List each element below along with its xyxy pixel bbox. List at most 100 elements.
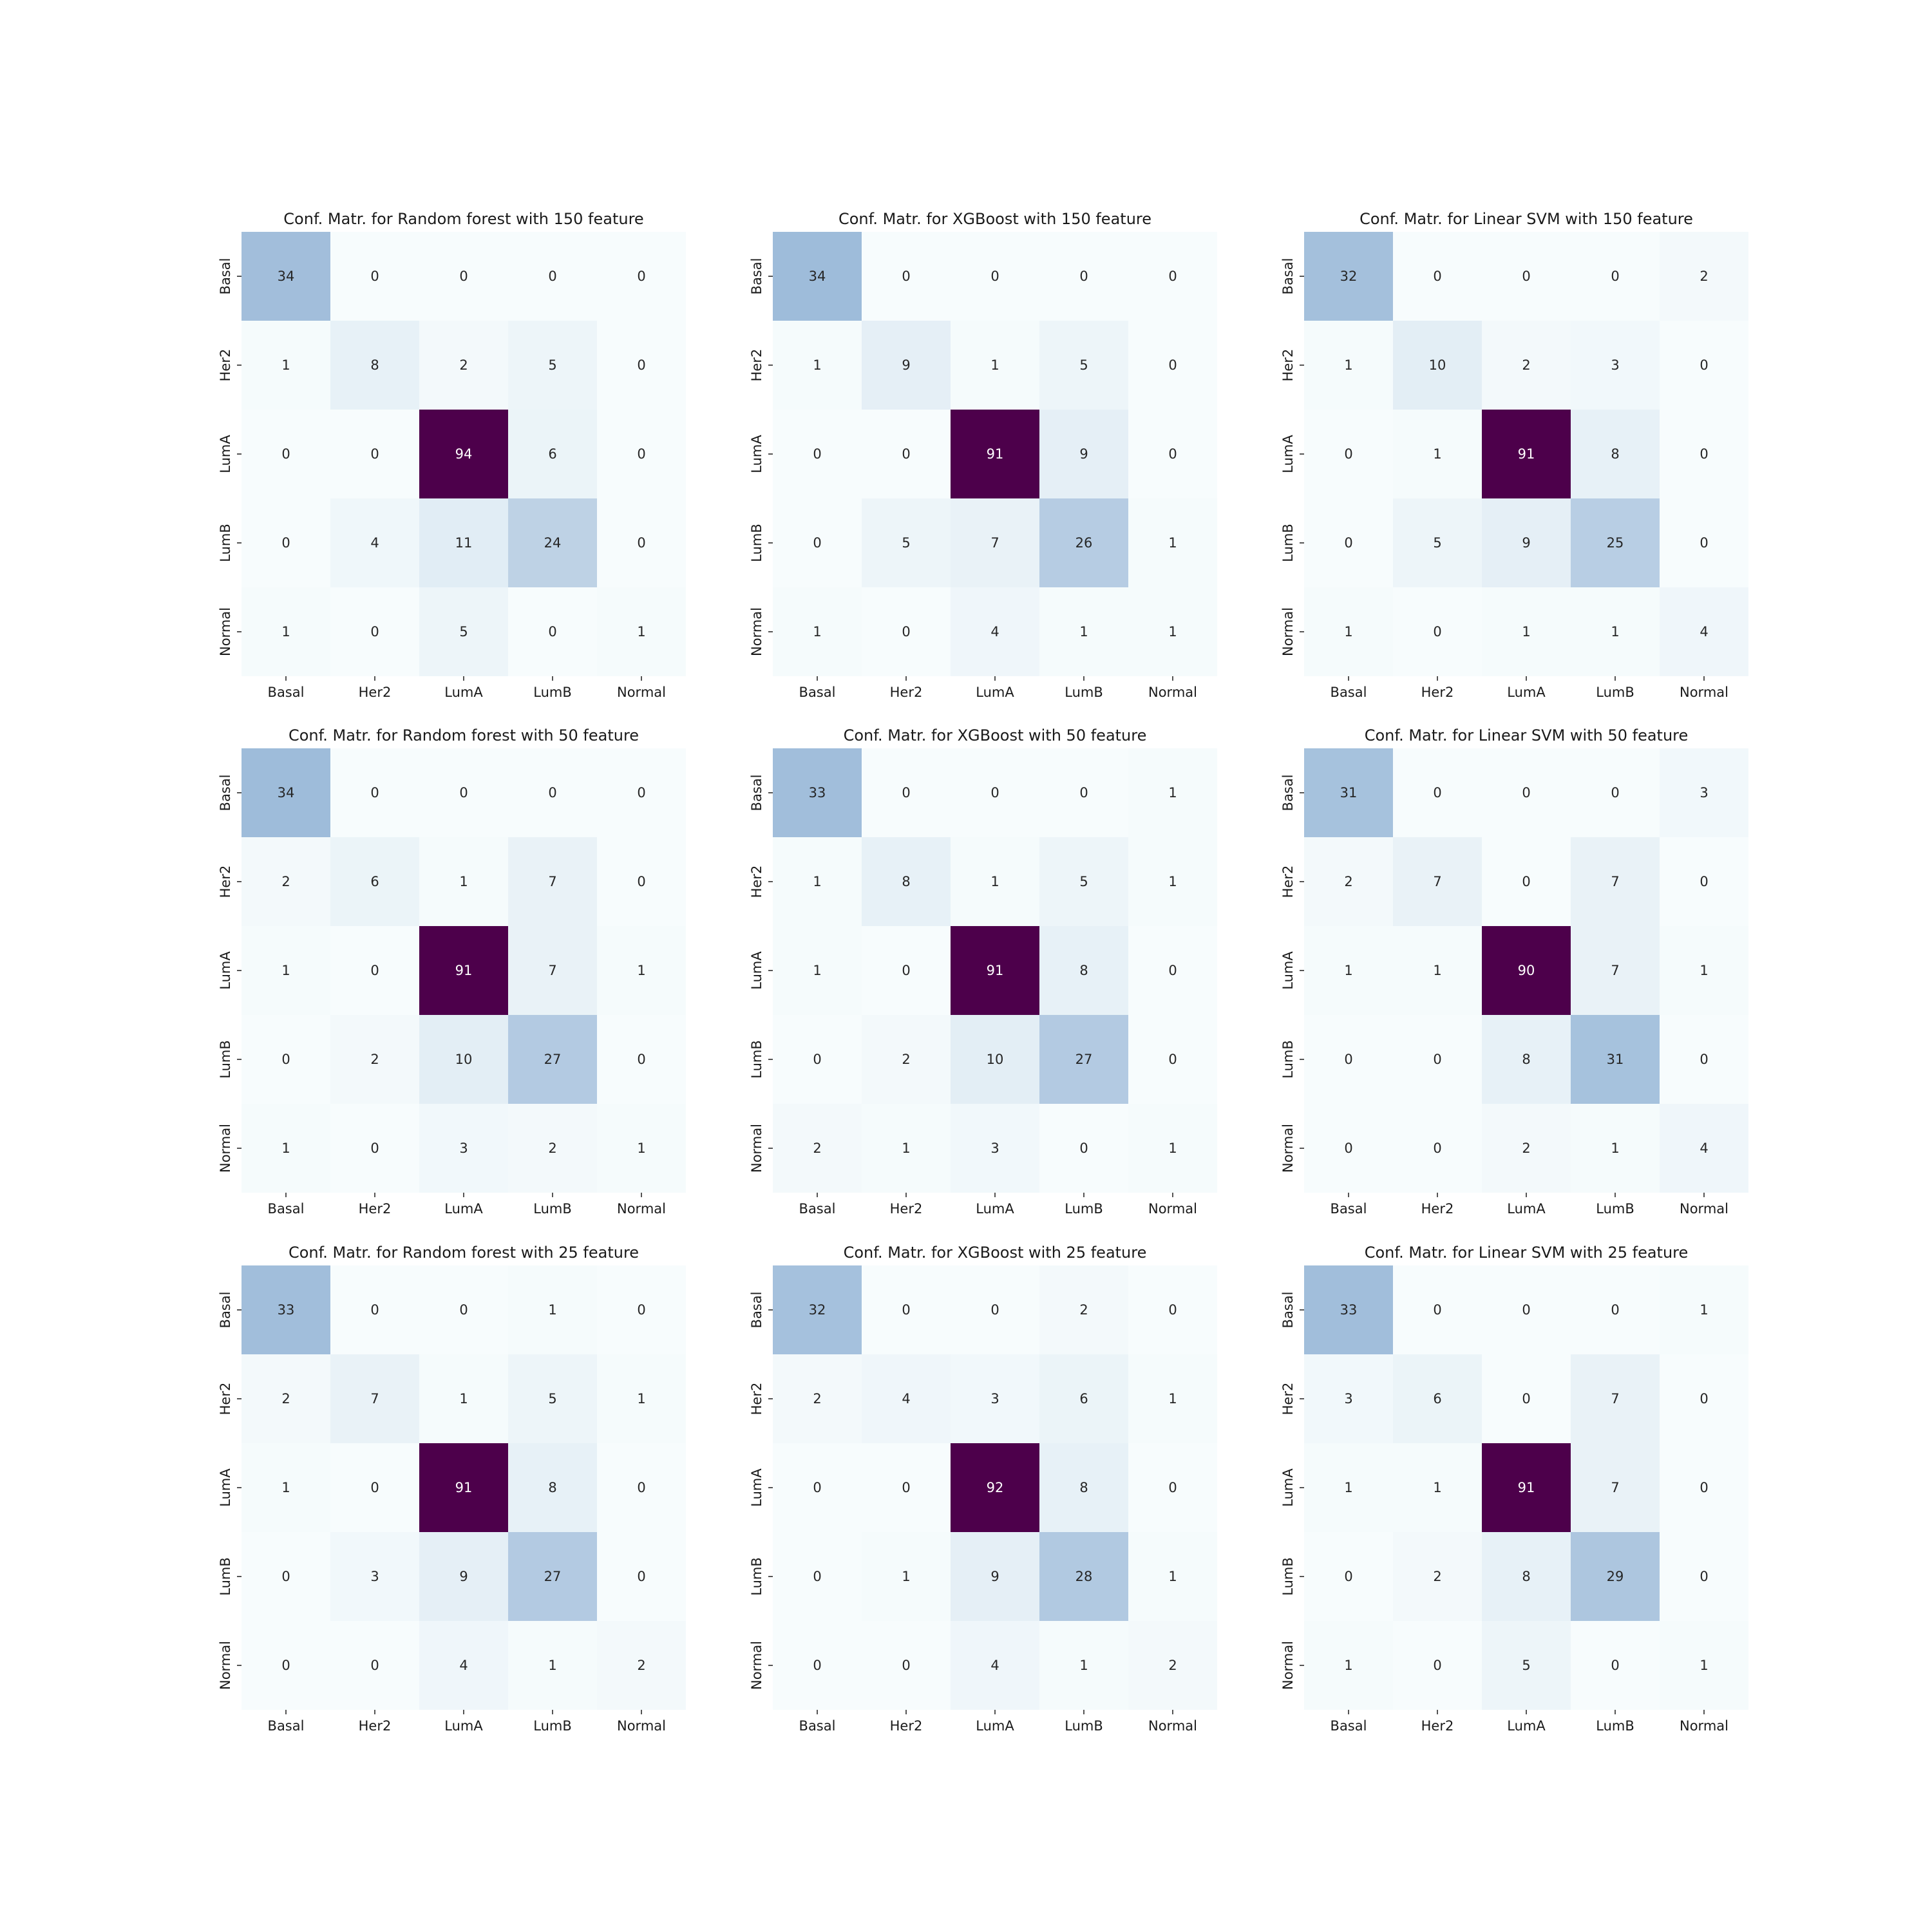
y-tick-label: LumB — [749, 1040, 764, 1079]
cell-value-label: 7 — [548, 874, 556, 889]
heatmap-cell — [1571, 1443, 1660, 1532]
cell-value-label: 0 — [1433, 785, 1441, 800]
x-tick-label: Her2 — [890, 685, 923, 700]
cell-value-label: 1 — [813, 963, 821, 978]
cell-value-label: 1 — [1344, 1480, 1352, 1495]
heatmap-cell — [242, 587, 330, 676]
cell-value-label: 24 — [544, 535, 562, 551]
x-tick-label: Her2 — [890, 1201, 923, 1217]
heatmap-cell — [1393, 321, 1482, 410]
heatmap-cell — [419, 1354, 508, 1443]
cell-value-label: 0 — [459, 269, 468, 284]
cell-value-label: 2 — [813, 1141, 821, 1156]
y-tick-label: Normal — [218, 607, 233, 656]
cell-value-label: 9 — [1522, 535, 1530, 551]
cell-value-label: 1 — [1611, 624, 1619, 639]
cell-value-label: 0 — [902, 269, 910, 284]
heatmap-cell — [1039, 321, 1128, 410]
cell-value-label: 1 — [1168, 1569, 1177, 1584]
cell-value-label: 8 — [548, 1480, 556, 1495]
heatmap-cell — [1128, 1104, 1217, 1193]
cell-value-label: 29 — [1607, 1569, 1624, 1584]
cell-value-label: 4 — [990, 1658, 999, 1673]
cell-value-label: 1 — [548, 1658, 556, 1673]
heatmap-cell — [1482, 1015, 1571, 1104]
heatmap-cell — [419, 748, 508, 837]
heatmap-cell — [508, 232, 597, 321]
cell-value-label: 7 — [548, 963, 556, 978]
cell-value-label: 2 — [281, 874, 290, 889]
heatmap-cell — [1571, 1354, 1660, 1443]
heatmap-cell — [862, 1104, 951, 1193]
cell-value-label: 0 — [1344, 446, 1352, 462]
heatmap-cell — [419, 321, 508, 410]
cell-value-label: 0 — [281, 1658, 290, 1673]
cell-value-label: 1 — [902, 1141, 910, 1156]
cell-value-label: 94 — [455, 446, 473, 462]
cell-value-label: 0 — [1344, 1052, 1352, 1067]
x-tick-label: LumB — [1596, 1201, 1634, 1217]
cell-value-label: 0 — [459, 785, 468, 800]
cell-value-label: 0 — [548, 624, 556, 639]
cell-value-label: 27 — [544, 1052, 562, 1067]
cell-value-label: 2 — [281, 1391, 290, 1406]
heatmap-cell — [1039, 837, 1128, 926]
y-tick-label: Normal — [1280, 1641, 1296, 1690]
heatmap-cell — [862, 498, 951, 587]
cell-value-label: 0 — [1079, 1141, 1088, 1156]
heatmap-cell — [1660, 748, 1748, 837]
heatmap-cell — [951, 410, 1039, 498]
x-tick-label: Normal — [617, 685, 666, 700]
cell-value-label: 0 — [370, 1302, 379, 1318]
cell-value-label: 0 — [1433, 1052, 1441, 1067]
x-tick-label: Her2 — [359, 685, 392, 700]
heatmap-cell — [862, 926, 951, 1015]
cell-value-label: 0 — [902, 1302, 910, 1318]
cell-value-label: 1 — [1168, 785, 1177, 800]
heatmap-cell — [773, 1443, 862, 1532]
heatmap-cell — [242, 321, 330, 410]
heatmap-cell — [1039, 1104, 1128, 1193]
y-tick-label: LumA — [749, 951, 764, 990]
cell-value-label: 2 — [902, 1052, 910, 1067]
cell-value-label: 9 — [902, 357, 910, 373]
y-tick-label: Basal — [1280, 258, 1296, 295]
cell-value-label: 8 — [1522, 1569, 1530, 1584]
heatmap-cell — [1482, 232, 1571, 321]
cell-value-label: 2 — [1522, 1141, 1530, 1156]
cell-value-label: 0 — [370, 624, 379, 639]
cell-value-label: 1 — [281, 963, 290, 978]
heatmap-cell — [419, 1015, 508, 1104]
x-tick-label: LumB — [1596, 685, 1634, 700]
cell-value-label: 7 — [370, 1391, 379, 1406]
heatmap-cell — [330, 232, 419, 321]
x-tick-label: Normal — [617, 1718, 666, 1734]
y-tick-label: Her2 — [749, 349, 764, 382]
y-tick-label: Her2 — [749, 1383, 764, 1416]
heatmap-cell — [773, 498, 862, 587]
heatmap-cell — [330, 748, 419, 837]
heatmap-cell — [330, 1532, 419, 1621]
cell-value-label: 5 — [459, 624, 468, 639]
heatmap-cell — [773, 1621, 862, 1710]
cell-value-label: 4 — [902, 1391, 910, 1406]
heatmap-cell — [1571, 1532, 1660, 1621]
cell-value-label: 1 — [1168, 1391, 1177, 1406]
x-tick-label: Normal — [1148, 685, 1197, 700]
chart-title: Conf. Matr. for XGBoost with 50 feature — [844, 726, 1147, 744]
cell-value-label: 0 — [1168, 963, 1177, 978]
heatmap-cell — [330, 1265, 419, 1354]
cell-value-label: 1 — [1700, 963, 1708, 978]
cell-value-label: 8 — [1079, 963, 1088, 978]
cell-value-label: 1 — [281, 1480, 290, 1495]
cell-value-label: 3 — [990, 1391, 999, 1406]
heatmap-cell — [1039, 587, 1128, 676]
cell-value-label: 1 — [1168, 874, 1177, 889]
cell-value-label: 0 — [902, 446, 910, 462]
heatmap-cell — [1482, 498, 1571, 587]
cell-value-label: 1 — [281, 1141, 290, 1156]
heatmap-cell — [1304, 1354, 1393, 1443]
cell-value-label: 1 — [1168, 624, 1177, 639]
heatmap-panel: Conf. Matr. for Random forest with 25 fe… — [218, 1244, 686, 1734]
chart-title: Conf. Matr. for Linear SVM with 150 feat… — [1359, 210, 1693, 228]
